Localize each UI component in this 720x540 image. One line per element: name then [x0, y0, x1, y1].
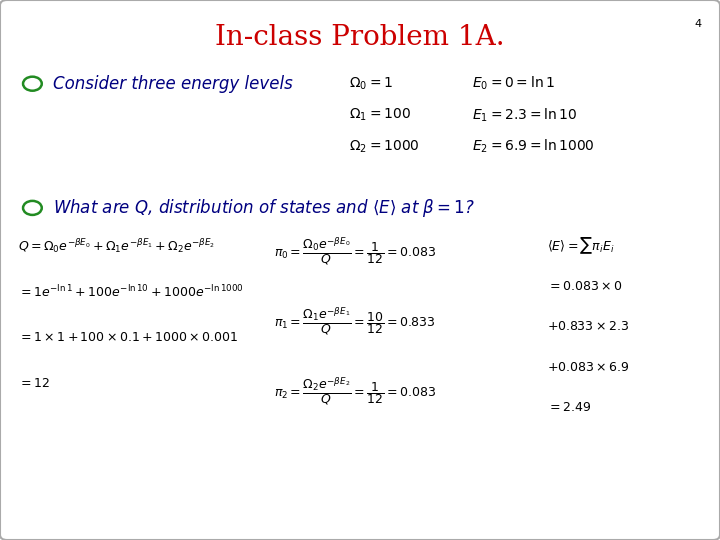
Text: 4: 4 — [695, 19, 702, 29]
Text: $E_2 = 6.9 = \ln 1000$: $E_2 = 6.9 = \ln 1000$ — [472, 138, 594, 155]
Text: $E_0 = 0 = \ln 1$: $E_0 = 0 = \ln 1$ — [472, 75, 554, 92]
Text: $E_1 = 2.3 = \ln 10$: $E_1 = 2.3 = \ln 10$ — [472, 106, 577, 124]
Text: $Q = \Omega_0 e^{-\beta E_0} + \Omega_1 e^{-\beta E_1} + \Omega_2 e^{-\beta E_2}: $Q = \Omega_0 e^{-\beta E_0} + \Omega_1 … — [18, 237, 215, 255]
Text: $\pi_1 = \dfrac{\Omega_1 e^{-\beta E_1}}{Q} = \dfrac{10}{12} = 0.833$: $\pi_1 = \dfrac{\Omega_1 e^{-\beta E_1}}… — [274, 305, 436, 338]
Text: $= 1\times1 + 100\times 0.1 + 1000\times 0.001$: $= 1\times1 + 100\times 0.1 + 1000\times… — [18, 331, 238, 344]
Text: $\pi_2 = \dfrac{\Omega_2 e^{-\beta E_2}}{Q} = \dfrac{1}{12} = 0.083$: $\pi_2 = \dfrac{\Omega_2 e^{-\beta E_2}}… — [274, 375, 436, 408]
Text: $+0.833\times 2.3$: $+0.833\times 2.3$ — [547, 320, 629, 333]
Text: $\Omega_1 = 100$: $\Omega_1 = 100$ — [349, 107, 411, 123]
Text: $+0.083\times 6.9$: $+0.083\times 6.9$ — [547, 361, 630, 374]
Text: $\pi_0 = \dfrac{\Omega_0 e^{-\beta E_0}}{Q} = \dfrac{1}{12} = 0.083$: $\pi_0 = \dfrac{\Omega_0 e^{-\beta E_0}}… — [274, 235, 436, 267]
Text: $\langle E \rangle = \sum \pi_i E_i$: $\langle E \rangle = \sum \pi_i E_i$ — [547, 235, 615, 256]
Text: Consider three energy levels: Consider three energy levels — [53, 75, 292, 93]
Text: What are Q, distribution of states and $\langle E\rangle$ at $\beta = 1$?: What are Q, distribution of states and $… — [53, 197, 474, 219]
Text: $\Omega_0 = 1$: $\Omega_0 = 1$ — [349, 76, 393, 92]
Text: In-class Problem 1A.: In-class Problem 1A. — [215, 24, 505, 51]
Text: $= 1e^{-\ln 1} + 100e^{-\ln 10} + 1000e^{-\ln 1000}$: $= 1e^{-\ln 1} + 100e^{-\ln 10} + 1000e^… — [18, 284, 244, 300]
Text: $= 2.49$: $= 2.49$ — [547, 401, 591, 414]
Text: $= 0.083\times 0$: $= 0.083\times 0$ — [547, 280, 623, 293]
Text: $\Omega_2 = 1000$: $\Omega_2 = 1000$ — [349, 138, 420, 154]
Text: $= 12$: $= 12$ — [18, 377, 50, 390]
